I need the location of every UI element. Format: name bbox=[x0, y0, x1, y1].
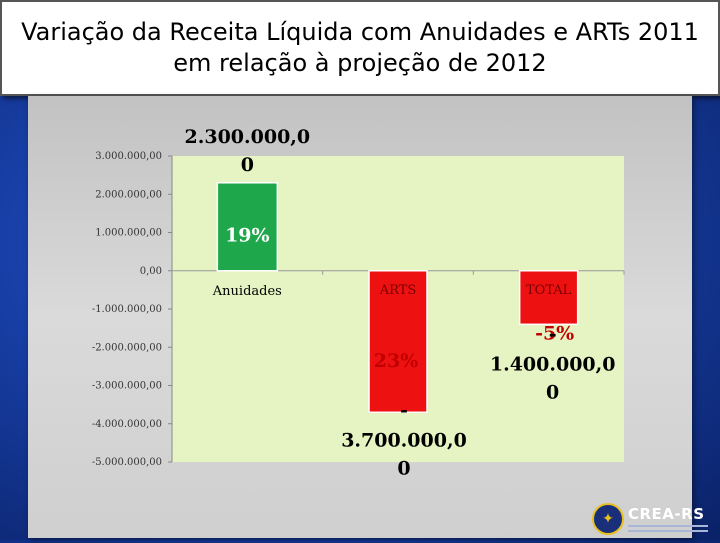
value-label: - bbox=[549, 323, 557, 345]
percent-label: -5% bbox=[535, 322, 574, 344]
labels: Anuidades 19% 2.300.000,0 0 ARTS 23% - 3.700.00… bbox=[185, 126, 616, 479]
value-label: 0 bbox=[397, 457, 410, 479]
category-label: TOTAL bbox=[526, 283, 572, 298]
logo-subtitle-rule bbox=[628, 530, 708, 532]
bar-total bbox=[518, 270, 579, 326]
value-label: 2.300.000,0 bbox=[185, 126, 311, 148]
chart-panel: 3.000.000,00 2.000.000,00 1.000.000,00 0,00… bbox=[28, 96, 692, 538]
logo-name: CREA-RS bbox=[628, 505, 705, 523]
value-label: - bbox=[400, 399, 408, 421]
value-label: 0 bbox=[546, 381, 559, 403]
y-tick-label: 3.000.000,00 bbox=[95, 151, 162, 162]
crea-rs-logo: ✦ CREA-RS bbox=[592, 500, 714, 538]
y-tick-label: -5.000.000,00 bbox=[92, 457, 162, 468]
category-label: Anuidades bbox=[212, 284, 282, 299]
title-line-2: em relação à projeção de 2012 bbox=[173, 49, 547, 77]
y-tick-label: 0,00 bbox=[140, 266, 162, 277]
title-line-1: Variação da Receita Líquida com Anuidade… bbox=[21, 18, 699, 46]
category-label: ARTS bbox=[379, 283, 417, 298]
y-tick-label: -4.000.000,00 bbox=[92, 419, 162, 430]
value-label: 0 bbox=[241, 154, 254, 176]
percent-label: 19% bbox=[225, 225, 270, 247]
logo-subtitle-rule bbox=[628, 525, 708, 527]
bar-arts bbox=[368, 270, 428, 414]
crea-seal-icon: ✦ bbox=[592, 503, 624, 535]
bar-anuidades bbox=[216, 182, 279, 272]
bar-chart: 3.000.000,00 2.000.000,00 1.000.000,00 0,00… bbox=[92, 126, 625, 479]
y-tick-label: 1.000.000,00 bbox=[95, 228, 162, 239]
percent-label: 23% bbox=[374, 350, 419, 372]
y-tick-label: -3.000.000,00 bbox=[92, 381, 162, 392]
y-tick-label: 2.000.000,00 bbox=[95, 189, 162, 200]
y-tick-label: -1.000.000,00 bbox=[92, 304, 162, 315]
bars bbox=[216, 182, 579, 414]
value-label: 1.400.000,0 bbox=[490, 353, 616, 375]
y-tick-label: -2.000.000,00 bbox=[92, 342, 162, 353]
logo-text-block: CREA-RS bbox=[628, 506, 708, 532]
slide-title-box: Variação da Receita Líquida com Anuidade… bbox=[0, 0, 720, 96]
value-label: 3.700.000,0 bbox=[341, 429, 467, 451]
